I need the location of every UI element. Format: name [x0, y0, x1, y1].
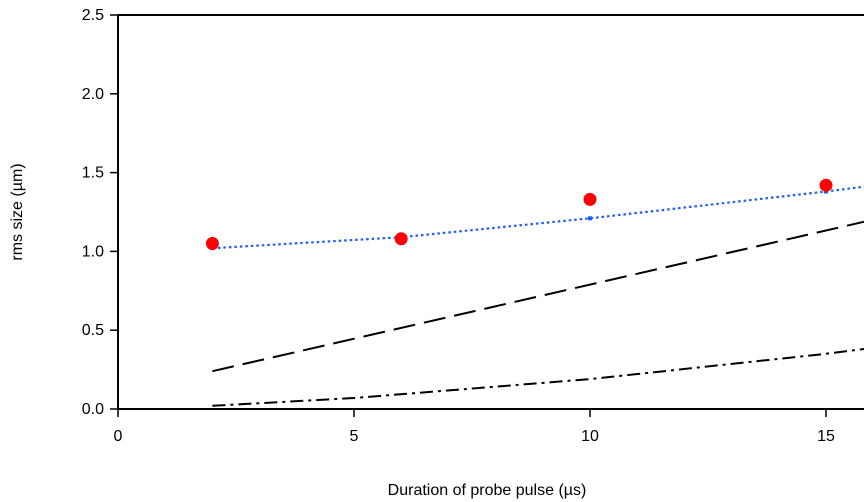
fit-marker: [588, 216, 592, 221]
x-tick-label: 15: [817, 428, 835, 445]
series-dashed-line: [212, 220, 864, 373]
data-point: [205, 237, 219, 251]
x-tick-label: 10: [581, 428, 599, 445]
data-point: [583, 192, 597, 206]
y-tick-label: 0.0: [82, 401, 104, 418]
y-tick-label: 2.0: [82, 86, 104, 103]
x-axis-label: Duration of probe pulse (µs): [388, 482, 587, 499]
y-tick-label: 0.5: [82, 322, 104, 339]
y-tick-label: 1.0: [82, 243, 104, 260]
data-point: [819, 178, 833, 192]
x-tick-label: 0: [114, 428, 123, 445]
axes: 0510152025300.00.51.01.52.02.5: [82, 7, 864, 445]
y-tick-label: 1.5: [82, 165, 104, 182]
data-point: [394, 232, 408, 246]
y-axis-label: rms size (µm): [9, 163, 26, 260]
y-tick-label: 2.5: [82, 7, 104, 24]
series-dotted-line: [212, 185, 864, 250]
series-layer: [205, 178, 864, 407]
series-dashdot-line: [212, 347, 864, 407]
x-tick-label: 5: [350, 428, 359, 445]
